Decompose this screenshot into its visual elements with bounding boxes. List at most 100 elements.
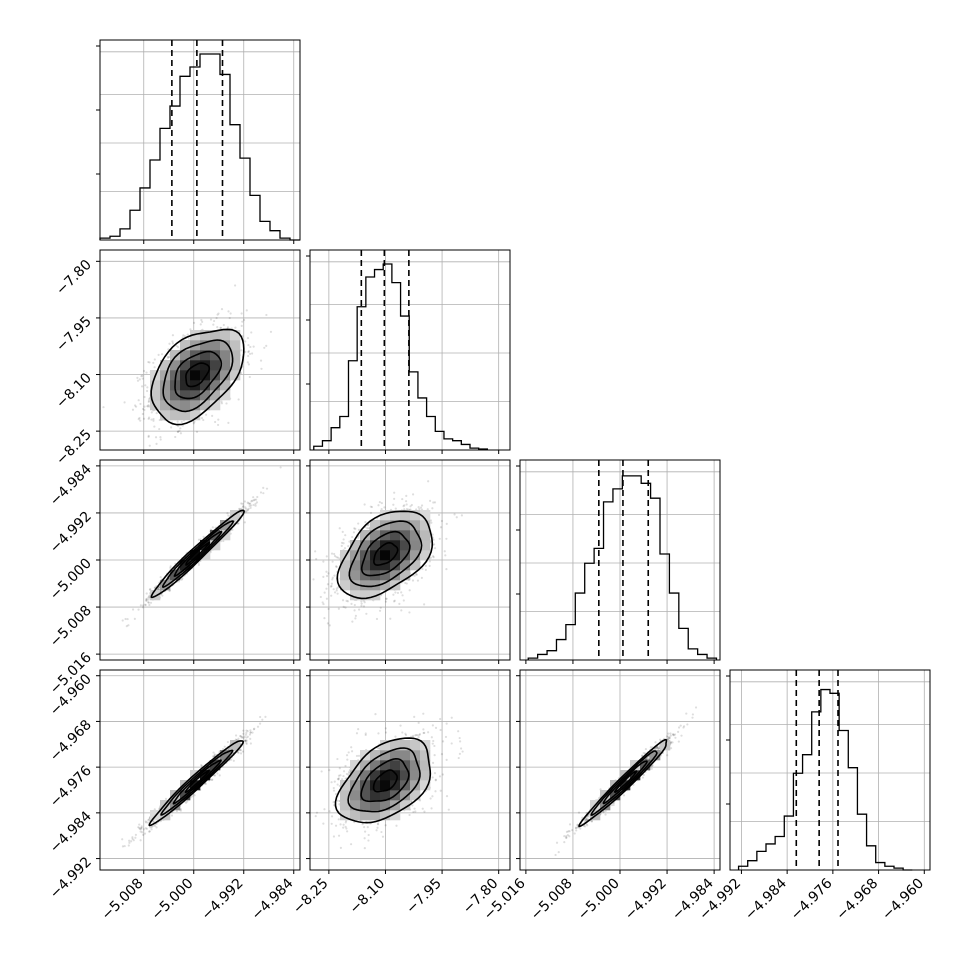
histogram-panel-0 [96, 39, 301, 241]
scatter-point [134, 405, 138, 408]
scatter-point [179, 432, 183, 435]
scatter-point [252, 345, 255, 348]
density-cell [400, 510, 411, 521]
scatter-point [201, 320, 204, 323]
scatter-point [323, 617, 326, 620]
scatter-point [250, 352, 254, 355]
scatter-point [139, 604, 142, 607]
scatter-point [197, 563, 200, 566]
contour-level-0 [185, 362, 211, 388]
scatter-point [432, 538, 435, 541]
scatter-point [394, 507, 397, 510]
scatter-point [363, 601, 366, 604]
contour-level-0 [185, 541, 211, 566]
scatter-point [212, 751, 215, 754]
scatter-point [150, 418, 153, 421]
density-cell [370, 540, 381, 551]
scatter-point [385, 597, 388, 600]
scatter-point [143, 603, 147, 606]
scatter-point [159, 435, 162, 439]
density-cell [350, 540, 361, 551]
scatter-point [148, 603, 151, 607]
scatter-point [247, 354, 250, 358]
scatter-point [330, 552, 334, 555]
density-cell [210, 330, 221, 341]
density-cell [230, 360, 241, 371]
scatter-point [145, 371, 148, 374]
density-cell [360, 530, 371, 541]
scatter-point [346, 600, 349, 603]
scatter-point [245, 731, 248, 735]
scatter-point [363, 503, 366, 506]
scatter-point [248, 502, 252, 505]
scatter-point [226, 326, 230, 329]
density-cell [200, 390, 211, 401]
density-cell [180, 410, 191, 421]
density-cell [370, 530, 381, 541]
density-cell [400, 530, 411, 541]
density-cell [160, 380, 171, 391]
scatter-point [219, 540, 223, 543]
density-cell [220, 340, 231, 351]
scatter-point [325, 587, 328, 590]
scatter-point [240, 349, 243, 352]
scatter-point [157, 353, 160, 356]
scatter-point [392, 593, 395, 596]
scatter-point [155, 826, 158, 829]
density-cell [380, 510, 391, 521]
scatter-point [333, 554, 337, 558]
scatter-panel-0-1 [99, 249, 301, 453]
scatter-point [336, 592, 339, 595]
scatter-point [327, 607, 330, 610]
scatter-point [221, 747, 225, 751]
scatter-point [445, 567, 448, 571]
scatter-point [239, 749, 242, 752]
scatter-point [233, 284, 237, 287]
density-cell [210, 370, 221, 381]
scatter-point [243, 500, 247, 503]
density-cell [190, 550, 201, 561]
scatter-point [155, 442, 158, 445]
scatter-point [202, 418, 205, 422]
density-cell [200, 330, 211, 341]
density-cell [230, 350, 241, 361]
scatter-point [428, 499, 432, 502]
density-cell [190, 400, 201, 411]
scatter-point [147, 405, 150, 408]
scatter-point [415, 573, 418, 576]
scatter-point [148, 416, 151, 419]
scatter-point [145, 592, 148, 595]
scatter-point [393, 491, 396, 494]
contour-level-3 [150, 509, 245, 599]
density-cell [180, 350, 191, 361]
density-cell [200, 340, 211, 351]
scatter-point [326, 583, 330, 586]
scatter-point [245, 309, 248, 312]
scatter-point [152, 417, 155, 421]
scatter-point [269, 330, 273, 333]
scatter-point [153, 358, 156, 361]
scatter-point [241, 502, 244, 505]
scatter-point [125, 625, 128, 628]
scatter-point [137, 418, 140, 421]
scatter-point [331, 560, 334, 563]
scatter-point [331, 578, 334, 581]
scatter-point [227, 421, 230, 424]
scatter-point [323, 591, 326, 594]
histogram-panel-1 [306, 249, 511, 451]
scatter-point [409, 505, 412, 508]
density-cell [160, 360, 171, 371]
scatter-point [418, 507, 421, 511]
density-cell [410, 540, 421, 551]
scatter-point [121, 451, 123, 453]
scatter-point [353, 527, 356, 530]
scatter-point [333, 552, 336, 556]
contour-level-2 [348, 520, 423, 588]
scatter-point [335, 589, 338, 592]
scatter-point [335, 565, 338, 568]
density-cell [410, 530, 421, 541]
scatter-point [254, 498, 258, 501]
scatter-point [347, 544, 350, 548]
scatter-point [149, 588, 152, 591]
scatter-point [440, 519, 444, 523]
